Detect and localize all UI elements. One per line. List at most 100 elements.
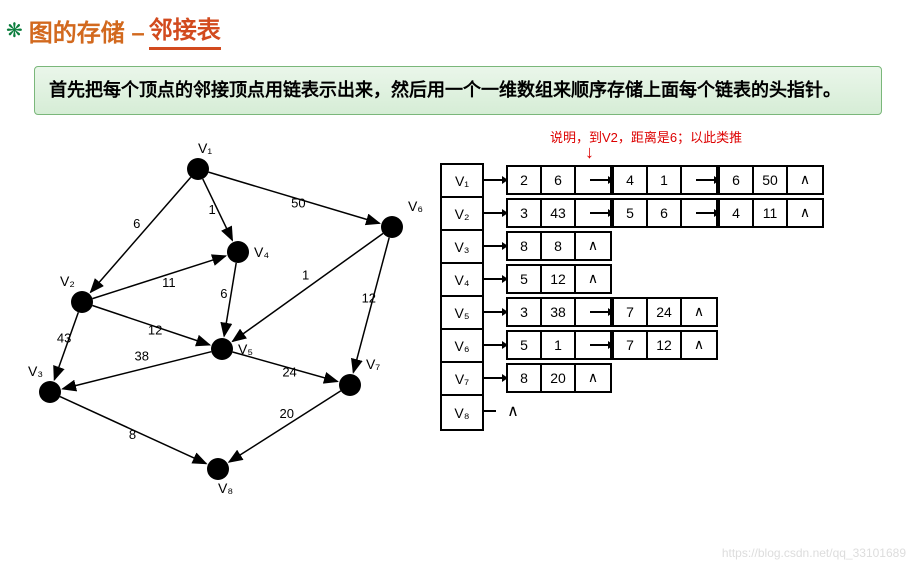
vertex-cell: V₄	[442, 264, 482, 297]
svg-text:24: 24	[282, 364, 296, 379]
note-text: 说明，到V2，距离是6；以此类推	[550, 127, 896, 146]
link-arrow-icon	[484, 311, 506, 313]
svg-text:38: 38	[135, 349, 149, 364]
list-node: 88∧	[506, 231, 612, 261]
next-cell: ∧	[682, 332, 716, 358]
title-part1: 图的存储 –	[29, 13, 145, 48]
adjacency-row: 51 712∧	[484, 328, 824, 361]
weight-cell: 12	[648, 332, 682, 358]
list-node: 712∧	[612, 330, 718, 360]
link-arrow-icon	[590, 311, 612, 313]
graph-diagram: 6 1 50 11 12 43 6 38 24 1 12 8 20 V₁ V₂ V₃ V₄ V₅ V₆ V₇ V₈	[20, 127, 440, 507]
target-cell: 7	[614, 332, 648, 358]
svg-text:12: 12	[148, 323, 162, 338]
link-arrow-icon	[484, 278, 506, 280]
target-cell: 8	[508, 365, 542, 391]
list-node: 820∧	[506, 363, 612, 393]
svg-text:V₅: V₅	[238, 341, 253, 357]
svg-text:1: 1	[209, 202, 216, 217]
adjacency-row: ∧	[484, 394, 824, 427]
link-arrow-icon	[696, 179, 718, 181]
target-cell: 2	[508, 167, 542, 193]
adjacency-row: 512∧	[484, 262, 824, 295]
link-arrow-icon	[590, 212, 612, 214]
target-cell: 3	[508, 200, 542, 226]
svg-text:V₇: V₇	[366, 356, 380, 372]
link-arrow-icon	[484, 212, 506, 214]
next-cell: ∧	[682, 299, 716, 325]
link-arrow-icon	[484, 179, 506, 181]
target-cell: 4	[720, 200, 754, 226]
link-arrow-icon	[484, 245, 506, 247]
weight-cell: 1	[648, 167, 682, 193]
svg-text:50: 50	[291, 195, 305, 210]
svg-text:6: 6	[133, 216, 140, 231]
weight-cell: 8	[542, 233, 576, 259]
watermark: https://blog.csdn.net/qq_33101689	[722, 546, 906, 560]
title-row: ❋ 图的存储 – 邻接表	[0, 0, 916, 50]
target-cell: 7	[614, 299, 648, 325]
vertex-cell: V₇	[442, 363, 482, 396]
list-node: 650∧	[718, 165, 824, 195]
adjacency-row: 343 56 411∧	[484, 196, 824, 229]
link-arrow-icon	[696, 212, 718, 214]
next-cell: ∧	[788, 167, 822, 193]
svg-text:8: 8	[129, 427, 136, 442]
svg-text:11: 11	[162, 275, 176, 290]
link-arrow-icon	[590, 344, 612, 346]
link-arrow-icon	[590, 179, 612, 181]
weight-cell: 38	[542, 299, 576, 325]
svg-text:1: 1	[302, 267, 309, 282]
vertex-cell: V₅	[442, 297, 482, 330]
weight-cell: 50	[754, 167, 788, 193]
target-cell: 5	[508, 266, 542, 292]
decoration-icon: ❋	[6, 18, 23, 43]
vertex-cell: V₈	[442, 396, 482, 429]
weight-cell: 20	[542, 365, 576, 391]
next-cell: ∧	[576, 266, 610, 292]
svg-text:V₆: V₆	[408, 198, 423, 214]
svg-text:12: 12	[362, 290, 376, 305]
list-node: 512∧	[506, 264, 612, 294]
weight-cell: 24	[648, 299, 682, 325]
target-cell: 3	[508, 299, 542, 325]
link-arrow-icon	[484, 344, 506, 346]
list-node: 411∧	[718, 198, 824, 228]
svg-text:20: 20	[279, 406, 293, 421]
note-arrow-icon: ↓	[585, 148, 896, 157]
adjacency-row: 88∧	[484, 229, 824, 262]
null-cell: ∧	[496, 401, 530, 421]
vertex-cell: V₂	[442, 198, 482, 231]
svg-text:V₄: V₄	[254, 244, 269, 260]
adjacency-row: 820∧	[484, 361, 824, 394]
svg-text:V₈: V₈	[218, 480, 233, 496]
list-node: 724∧	[612, 297, 718, 327]
target-cell: 8	[508, 233, 542, 259]
title-part2: 邻接表	[149, 10, 221, 50]
description-box: 首先把每个顶点的邻接顶点用链表示出来，然后用一个一维数组来顺序存储上面每个链表的…	[34, 66, 882, 115]
svg-text:V₃: V₃	[28, 363, 43, 379]
target-cell: 5	[614, 200, 648, 226]
vertex-cell: V₁	[442, 165, 482, 198]
weight-cell: 6	[542, 167, 576, 193]
target-cell: 4	[614, 167, 648, 193]
vertex-column: V₁V₂V₃V₄V₅V₆V₇V₈	[440, 163, 484, 431]
next-cell: ∧	[576, 233, 610, 259]
weight-cell: 43	[542, 200, 576, 226]
vertex-cell: V₆	[442, 330, 482, 363]
vertex-cell: V₃	[442, 231, 482, 264]
next-cell: ∧	[788, 200, 822, 226]
weight-cell: 6	[648, 200, 682, 226]
target-cell: 6	[720, 167, 754, 193]
svg-text:V₂: V₂	[60, 273, 75, 289]
svg-text:V₁: V₁	[198, 140, 212, 156]
link-arrow-icon	[484, 377, 506, 379]
adjacency-row: 26 41 650∧	[484, 163, 824, 196]
svg-text:6: 6	[220, 286, 227, 301]
weight-cell: 1	[542, 332, 576, 358]
adjacency-row: 338 724∧	[484, 295, 824, 328]
weight-cell: 11	[754, 200, 788, 226]
weight-cell: 12	[542, 266, 576, 292]
target-cell: 5	[508, 332, 542, 358]
svg-text:43: 43	[57, 331, 71, 346]
